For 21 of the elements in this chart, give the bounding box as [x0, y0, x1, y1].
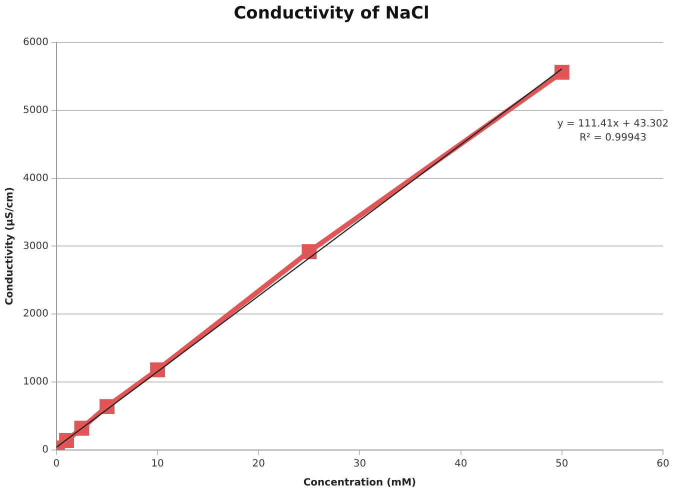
- y-tick-label: 5000: [22, 104, 48, 116]
- y-tick-label: 2000: [22, 308, 48, 320]
- y-tick-label: 3000: [22, 240, 48, 252]
- x-tick-label: 60: [656, 458, 670, 470]
- x-tick-label: 50: [556, 458, 568, 470]
- chart-title: Conductivity of NaCl: [234, 4, 430, 24]
- point: [554, 64, 570, 80]
- y-axis-title: Conductivity (µS/cm): [4, 187, 16, 306]
- x-tick-label: 40: [454, 458, 468, 470]
- x-tick-label: 20: [252, 458, 265, 470]
- point: [302, 244, 317, 260]
- annotation: R² = 0.99943: [579, 132, 647, 144]
- x-tick-label: 30: [353, 458, 366, 470]
- y-tick-label: 4000: [22, 172, 48, 184]
- y-tick-label: 1000: [22, 376, 48, 388]
- x-tick-label: 0: [53, 458, 60, 470]
- y-tick-label: 0: [42, 444, 48, 456]
- x-tick-label: 10: [151, 458, 164, 470]
- y-tick-label: 6000: [22, 36, 48, 48]
- x-axis-title: Concentration (mM): [303, 478, 416, 489]
- annotation: y = 111.41x + 43.302: [557, 118, 669, 130]
